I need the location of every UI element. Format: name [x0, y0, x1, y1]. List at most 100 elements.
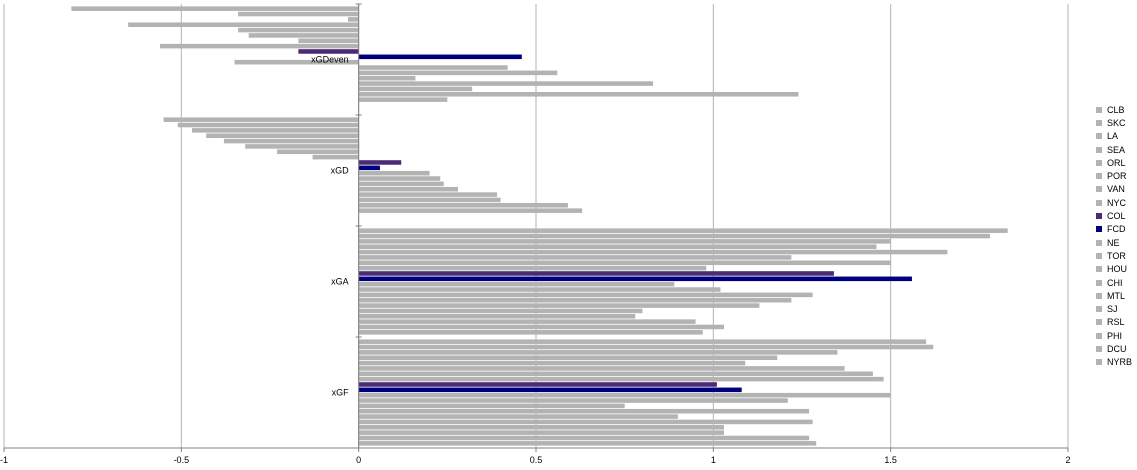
bar-sea-xga	[358, 244, 877, 249]
legend-label: NE	[1107, 237, 1120, 248]
legend-label: PHI	[1107, 330, 1123, 341]
bar-van-xga	[358, 260, 891, 266]
bar-rsl-xgdeven	[358, 92, 799, 97]
legend-swatch	[1096, 359, 1102, 366]
legend-label: TOR	[1107, 250, 1126, 261]
legend-label: CLB	[1107, 104, 1125, 115]
x-tick-label: -0.5	[174, 455, 190, 465]
category-label-xga: xGA	[331, 277, 349, 287]
legend-swatch	[1096, 133, 1102, 140]
bar-mtl-xgdeven	[358, 81, 654, 86]
legend-item-sj: SJ	[1096, 302, 1136, 315]
bar-por-xgdeven	[248, 33, 359, 38]
bar-sj-xgf	[358, 419, 813, 425]
bar-chi-xgd	[358, 186, 458, 192]
labels: -1 -0.5 0 0.5 1 1.5 2 xGDeven xGD xGA xGF	[0, 55, 1071, 466]
legend-item-chi: CHI	[1096, 276, 1136, 289]
bars	[71, 6, 1008, 446]
bar-dcu-xgf	[358, 435, 810, 441]
legend-label: ORL	[1107, 157, 1126, 168]
bar-van-xgd	[277, 149, 359, 155]
bar-sj-xgd	[358, 197, 501, 203]
bar-col-xgd	[358, 160, 402, 165]
legend-label: COL	[1107, 211, 1126, 222]
bar-fcd-xgdeven	[358, 54, 522, 60]
legend-swatch	[1096, 226, 1102, 233]
bar-phi-xga	[358, 319, 696, 324]
bar-la-xga	[358, 239, 891, 244]
bar-hou-xga	[358, 292, 813, 298]
x-tick-label: 0.5	[530, 455, 543, 465]
bar-van-xgdeven	[298, 38, 359, 44]
legend-item-nyc: NYC	[1096, 196, 1136, 209]
bar-sea-xgd	[206, 133, 359, 138]
bar-skc-xgd	[177, 122, 359, 128]
legend-item-tor: TOR	[1096, 249, 1136, 262]
legend-label: DCU	[1107, 343, 1127, 354]
legend-item-clb: CLB	[1096, 103, 1136, 116]
bar-clb-xgd	[163, 117, 359, 122]
legend-swatch	[1096, 173, 1102, 180]
bar-phi-xgdeven	[358, 97, 448, 102]
bar-fcd-xgd	[358, 165, 380, 171]
legend-label: RSL	[1107, 317, 1125, 328]
bar-hou-xgdeven	[358, 70, 558, 76]
legend-item-phi: PHI	[1096, 329, 1136, 342]
legend-swatch	[1096, 239, 1102, 246]
legend-swatch	[1096, 186, 1102, 193]
bar-sj-xgdeven	[358, 86, 473, 92]
legend-swatch	[1096, 292, 1102, 299]
category-label-xgf: xGF	[332, 388, 350, 398]
bar-rsl-xgd	[358, 203, 568, 208]
bar-fcd-xgf	[358, 387, 742, 393]
bar-chi-xga	[358, 297, 792, 303]
legend-label: MTL	[1107, 290, 1125, 301]
legend-item-hou: HOU	[1096, 263, 1136, 276]
legend-label: POR	[1107, 171, 1127, 182]
legend-item-dcu: DCU	[1096, 342, 1136, 355]
x-tick-label: 1.5	[884, 455, 897, 465]
bar-sea-xgdeven	[128, 22, 359, 27]
bar-nyrb-xgf	[358, 441, 817, 446]
legend-swatch	[1096, 213, 1102, 220]
bar-clb-xgdeven	[71, 6, 359, 11]
bar-sea-xgf	[358, 355, 778, 360]
bar-nyc-xga	[358, 265, 707, 271]
bar-col-xgf	[358, 382, 717, 387]
legend-item-rsl: RSL	[1096, 316, 1136, 329]
bar-por-xgf	[358, 366, 845, 371]
bar-tor-xgd	[358, 176, 441, 181]
bar-col-xga	[358, 271, 834, 276]
bar-skc-xgdeven	[238, 11, 359, 17]
bar-van-xgf	[358, 371, 873, 377]
bar-skc-xgf	[358, 344, 934, 350]
legend-swatch	[1096, 332, 1102, 339]
bar-phi-xgd	[358, 208, 583, 213]
legend-swatch	[1096, 199, 1102, 206]
legend-swatch	[1096, 106, 1102, 113]
bar-ne-xgdeven	[234, 59, 359, 65]
legend: CLB SKC LA SEA ORL POR VAN NYC COL FCD NE TOR HOU CHI…	[1096, 103, 1136, 369]
legend-swatch	[1096, 119, 1102, 126]
bar-ne-xgf	[358, 392, 891, 398]
legend-swatch	[1096, 159, 1102, 166]
bar-tor-xgdeven	[358, 65, 508, 70]
bar-nyc-xgdeven	[160, 43, 359, 49]
bar-la-xgdeven	[348, 17, 359, 22]
x-tick-label: 1	[711, 455, 716, 465]
bar-phi-xgf	[358, 430, 724, 435]
legend-label: SEA	[1107, 144, 1126, 155]
bar-chi-xgf	[358, 408, 810, 414]
legend-item-ne: NE	[1096, 236, 1136, 249]
bar-dcu-xga	[358, 324, 724, 330]
bar-rsl-xgf	[358, 425, 724, 430]
bar-orl-xgf	[358, 360, 746, 366]
bar-tor-xga	[358, 287, 721, 292]
bar-mtl-xga	[358, 303, 760, 308]
bar-orl-xga	[358, 249, 948, 255]
bar-mtl-xgd	[358, 192, 497, 197]
legend-label: LA	[1107, 131, 1119, 142]
bar-mtl-xgf	[358, 414, 678, 419]
legend-label: HOU	[1107, 264, 1127, 275]
